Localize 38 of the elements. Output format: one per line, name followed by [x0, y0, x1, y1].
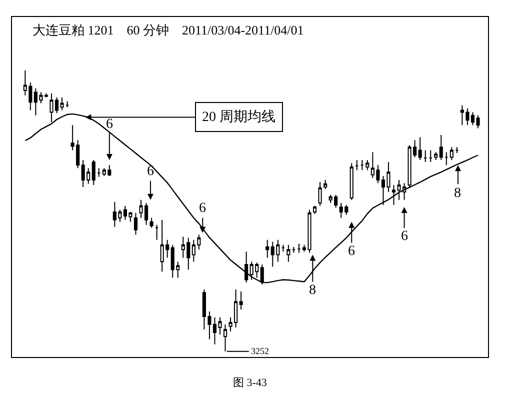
candlestick	[66, 100, 70, 108]
caption: 图 3-43	[233, 377, 268, 389]
candlestick	[439, 134, 443, 161]
candlestick	[266, 239, 270, 258]
candlestick	[360, 160, 364, 171]
candlestick	[281, 244, 285, 252]
candlestick	[318, 181, 322, 206]
candlestick	[424, 150, 428, 162]
annotation: 6	[401, 229, 408, 244]
candlestick	[418, 136, 422, 161]
annotation: 8	[454, 186, 461, 201]
annotation: 6	[147, 164, 154, 179]
candlestick	[155, 224, 159, 240]
candlestick	[286, 244, 290, 262]
annotation: 3252	[251, 346, 269, 356]
candlestick	[350, 162, 354, 200]
candlestick	[312, 205, 317, 214]
chart-title: 大连豆粕 1201 60 分钟 2011/03/04-2011/04/01	[32, 22, 304, 38]
candlestick	[355, 160, 359, 171]
candlestick	[366, 160, 370, 171]
candlestick	[297, 243, 301, 254]
candlestick	[92, 160, 96, 186]
candlestick	[450, 146, 454, 161]
candlestick	[134, 212, 138, 236]
candlestick	[150, 217, 154, 228]
candlestick	[444, 152, 448, 166]
candlestick	[97, 168, 101, 178]
annotation: 8	[309, 283, 316, 298]
annotation: 20 周期均线	[202, 109, 276, 125]
candlestick	[292, 246, 296, 254]
annotation: 6	[199, 201, 206, 216]
candlestick	[434, 152, 438, 161]
candlestick	[324, 179, 328, 190]
candlestick	[239, 291, 243, 310]
candlestick	[428, 150, 432, 162]
candlestick	[455, 146, 459, 154]
annotation: 6	[348, 244, 355, 259]
annotation: 6	[106, 117, 113, 132]
